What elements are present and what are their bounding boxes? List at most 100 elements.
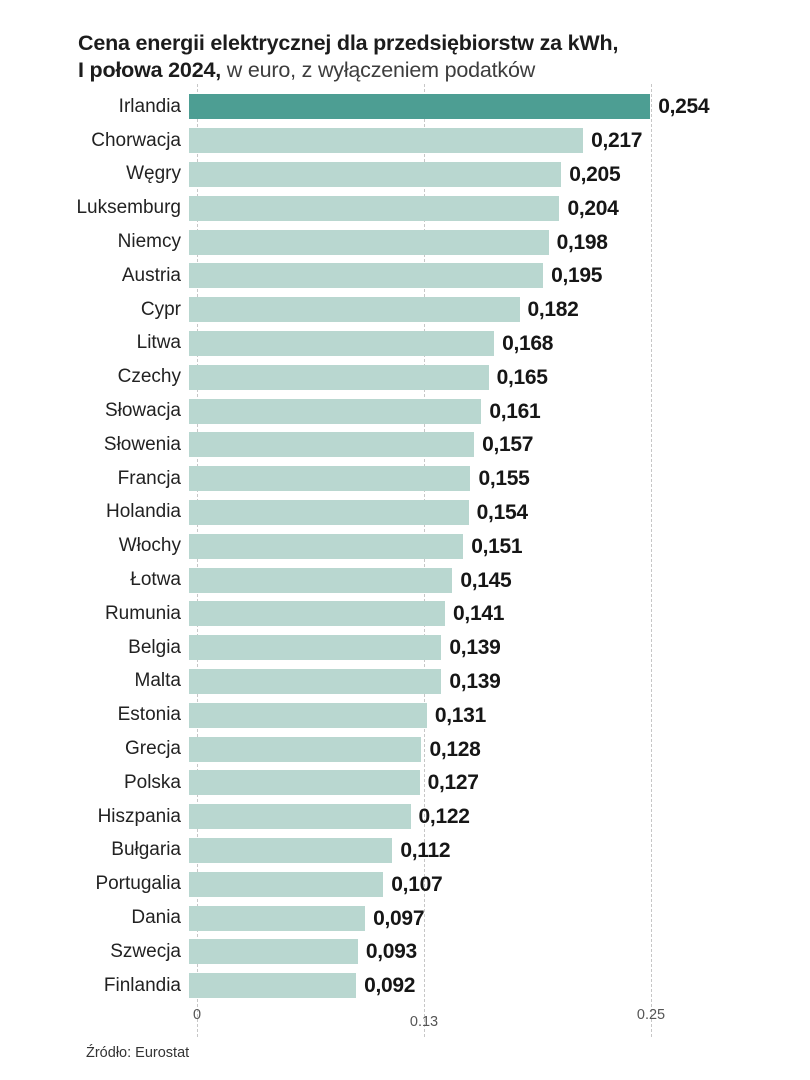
value-label: 0,182 (527, 298, 579, 322)
bar-row: Francja 0,155 (0, 462, 810, 496)
country-label: Węgry (126, 163, 181, 185)
bar-track: 0,157 (189, 432, 810, 458)
country-label: Słowenia (103, 433, 181, 455)
value-label: 0,128 (429, 737, 481, 761)
bar (189, 432, 475, 458)
bar (189, 466, 471, 492)
bar (189, 499, 469, 525)
bar-track: 0,168 (189, 330, 810, 356)
country-label: Polska (123, 771, 181, 793)
country-label: Portugalia (95, 873, 181, 895)
bar-track: 0,139 (189, 635, 810, 661)
bar-track: 0,112 (189, 837, 810, 863)
country-label: Chorwacja (91, 129, 181, 151)
country-label: Łotwa (130, 569, 181, 591)
bar (189, 297, 520, 323)
bar-row: Włochy 0,151 (0, 529, 810, 563)
value-label: 0,097 (373, 906, 425, 930)
bar (189, 871, 384, 897)
country-label: Włochy (118, 535, 181, 557)
bar-track: 0,198 (189, 229, 810, 255)
value-label: 0,139 (449, 669, 501, 693)
bar (189, 973, 357, 999)
bar-row: Rumunia 0,141 (0, 597, 810, 631)
value-label: 0,155 (478, 467, 530, 491)
value-label: 0,151 (471, 534, 523, 558)
value-label: 0,093 (365, 940, 417, 964)
bar-row: Cypr 0,182 (0, 293, 810, 327)
bar-track: 0,161 (189, 398, 810, 424)
bar-row: Holandia 0,154 (0, 496, 810, 530)
bar (189, 398, 482, 424)
bar (189, 161, 562, 187)
chart-subtitle: w euro, z wyłączeniem podatków (220, 58, 536, 82)
value-label: 0,131 (434, 703, 486, 727)
bar-row: Łotwa 0,145 (0, 563, 810, 597)
bar (189, 601, 446, 627)
value-label: 0,195 (551, 264, 603, 288)
bar-row: Chorwacja 0,217 (0, 124, 810, 158)
bar-track: 0,097 (189, 905, 810, 931)
bar (189, 567, 453, 593)
bar-row: Hiszpania 0,122 (0, 800, 810, 834)
bar-row: Grecja 0,128 (0, 732, 810, 766)
bar (189, 905, 366, 931)
bar-track: 0,204 (189, 195, 810, 221)
chart-title-line-1: Cena energii elektrycznej dla przedsiębi… (78, 30, 770, 57)
value-label: 0,161 (489, 399, 541, 423)
value-label: 0,165 (496, 365, 548, 389)
bar-track: 0,217 (189, 128, 810, 154)
bar (189, 837, 393, 863)
bar-track: 0,195 (189, 263, 810, 289)
title-period: I połowa 2024, (78, 58, 221, 82)
bar-row: Litwa 0,168 (0, 327, 810, 361)
bar-track: 0,122 (189, 804, 810, 830)
value-label: 0,217 (591, 129, 643, 153)
bar-track: 0,131 (189, 702, 810, 728)
bar-row: Szwecja 0,093 (0, 935, 810, 969)
value-label: 0,205 (569, 162, 621, 186)
country-label: Holandia (106, 501, 181, 523)
bar (189, 263, 544, 289)
country-label: Niemcy (117, 231, 181, 253)
country-label: Rumunia (104, 602, 181, 624)
bar-track: 0,165 (189, 364, 810, 390)
value-label: 0,141 (453, 602, 505, 626)
bar-row: Węgry 0,205 (0, 158, 810, 192)
chart-header: Cena energii elektrycznej dla przedsiębi… (78, 30, 770, 84)
bar-row: Polska 0,127 (0, 766, 810, 800)
bar-track: 0,151 (189, 533, 810, 559)
bar-row: Niemcy 0,198 (0, 225, 810, 259)
value-label: 0,254 (658, 95, 710, 119)
bar-rows: Irlandia 0,254 Chorwacja 0,217 Węgry 0,205 Luk… (0, 90, 810, 1003)
country-label: Belgia (128, 636, 181, 658)
bar-track: 0,182 (189, 297, 810, 323)
bar-row: Austria 0,195 (0, 259, 810, 293)
bar-row: Słowenia 0,157 (0, 428, 810, 462)
country-label: Finlandia (103, 974, 181, 996)
bar-row: Estonia 0,131 (0, 698, 810, 732)
chart-title-line-2: I połowa 2024, w euro, z wyłączeniem pod… (78, 57, 770, 84)
bar-row: Bułgaria 0,112 (0, 834, 810, 868)
bar (189, 635, 442, 661)
axis-tick-label: 0.13 (409, 1013, 439, 1030)
bar-row: Malta 0,139 (0, 665, 810, 699)
bar-track: 0,139 (189, 668, 810, 694)
x-axis: 0 0.13 0.25 (193, 1003, 810, 1033)
value-label: 0,122 (418, 805, 470, 829)
bar (189, 229, 549, 255)
value-label: 0,157 (482, 433, 534, 457)
country-label: Cypr (140, 298, 181, 320)
bar (189, 128, 584, 154)
bar-track: 0,141 (189, 601, 810, 627)
bar-track: 0,093 (189, 939, 810, 965)
country-label: Luksemburg (76, 197, 181, 219)
bar-row: Belgia 0,139 (0, 631, 810, 665)
bar-row: Irlandia 0,254 (0, 90, 810, 124)
bar-track: 0,127 (189, 770, 810, 796)
bar (189, 939, 358, 965)
bar-row: Finlandia 0,092 (0, 969, 810, 1003)
value-label: 0,139 (449, 636, 501, 660)
country-label: Dania (131, 907, 181, 929)
